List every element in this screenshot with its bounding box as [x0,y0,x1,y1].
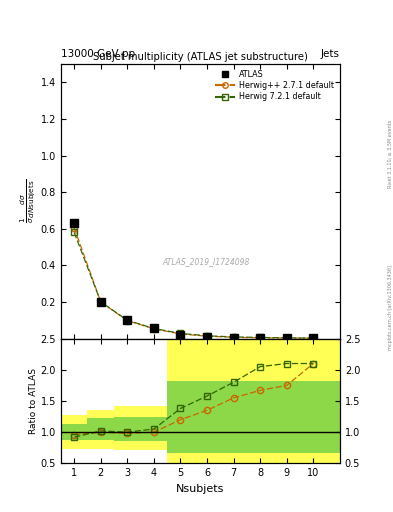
X-axis label: Nsubjets: Nsubjets [176,484,225,494]
Text: Rivet 3.1.10, ≥ 3.5M events: Rivet 3.1.10, ≥ 3.5M events [388,119,393,188]
Y-axis label: $\frac{1}{\sigma}\frac{d\sigma}{dN\mathrm{subjets}}$: $\frac{1}{\sigma}\frac{d\sigma}{dN\mathr… [19,179,38,223]
Y-axis label: Ratio to ATLAS: Ratio to ATLAS [29,368,38,434]
Legend: ATLAS, Herwig++ 2.7.1 default, Herwig 7.2.1 default: ATLAS, Herwig++ 2.7.1 default, Herwig 7.… [213,68,336,103]
Text: ATLAS_2019_I1724098: ATLAS_2019_I1724098 [162,257,250,266]
Text: Jets: Jets [321,49,340,59]
Text: 13000 GeV pp: 13000 GeV pp [61,49,135,59]
Text: mcplots.cern.ch [arXiv:1306.3436]: mcplots.cern.ch [arXiv:1306.3436] [388,265,393,350]
Title: Subjet multiplicity (ATLAS jet substructure): Subjet multiplicity (ATLAS jet substruct… [93,52,308,62]
